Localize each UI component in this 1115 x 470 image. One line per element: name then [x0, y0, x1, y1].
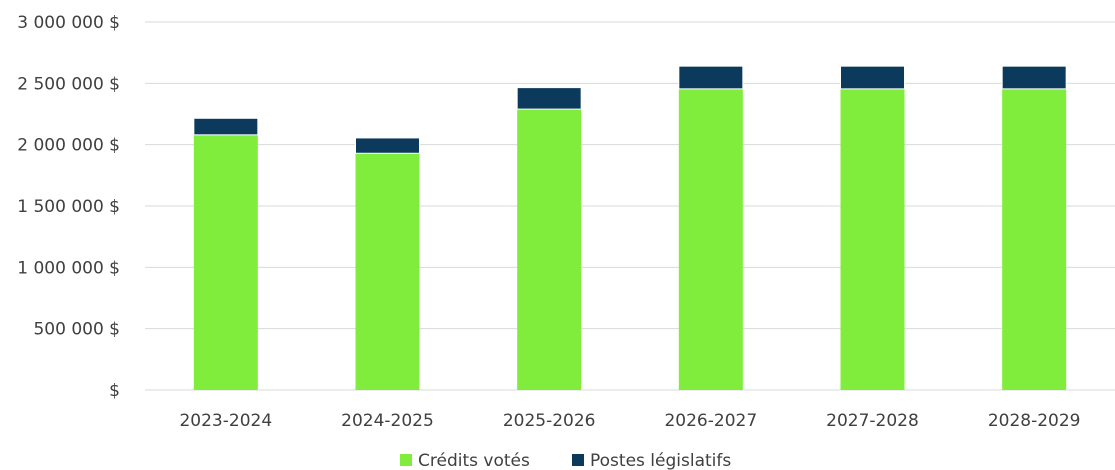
- bar-segment-credits-votes: [840, 88, 905, 390]
- bar-segment-credits-votes: [678, 88, 743, 390]
- y-tick-label: 500 000 $: [33, 320, 120, 340]
- x-tick-label: 2023-2024: [179, 411, 272, 431]
- x-axis: 2023-2024 2024-2025 2025-2026 2026-2027 2027…: [179, 411, 1080, 431]
- bar-segment-postes-legislatifs: [1001, 65, 1067, 90]
- legend-label: Postes législatifs: [590, 451, 731, 470]
- bar-segment-postes-legislatifs: [678, 65, 744, 90]
- y-tick-label: 1 500 000 $: [17, 197, 120, 217]
- legend-swatch: [572, 454, 584, 466]
- x-tick-label: 2026-2027: [664, 411, 757, 431]
- bar-segment-postes-legislatifs: [193, 117, 259, 136]
- y-axis: $500 000 $ 1 000 000 $ 1 500 000 $ 2 000 00…: [17, 13, 120, 401]
- y-tick-label: 2 000 000 $: [17, 136, 120, 156]
- y-tick-label: 1 000 000 $: [17, 258, 120, 278]
- bars: [193, 65, 1067, 391]
- x-tick-label: 2025-2026: [503, 411, 596, 431]
- bar-segment-postes-legislatifs: [516, 87, 582, 110]
- bar-segment-credits-votes: [517, 109, 582, 391]
- bar-segment-credits-votes: [355, 153, 420, 390]
- y-tick-label: 2 500 000 $: [17, 74, 120, 94]
- bar-segment-postes-legislatifs: [840, 65, 905, 90]
- legend-label: Crédits votés: [418, 451, 530, 470]
- legend: Crédits votés Postes législatifs: [400, 451, 731, 470]
- gridlines: [145, 21, 1115, 391]
- y-tick-label: 3 000 000 $: [17, 13, 120, 33]
- x-tick-label: 2027-2028: [826, 411, 919, 431]
- bar-segment-postes-legislatifs: [355, 137, 420, 154]
- x-tick-label: 2028-2029: [988, 411, 1081, 431]
- x-tick-label: 2024-2025: [341, 411, 434, 431]
- y-tick-label: $: [109, 381, 120, 401]
- bar-segment-credits-votes: [193, 134, 258, 390]
- bar-segment-credits-votes: [1002, 88, 1067, 390]
- legend-swatch: [400, 454, 412, 466]
